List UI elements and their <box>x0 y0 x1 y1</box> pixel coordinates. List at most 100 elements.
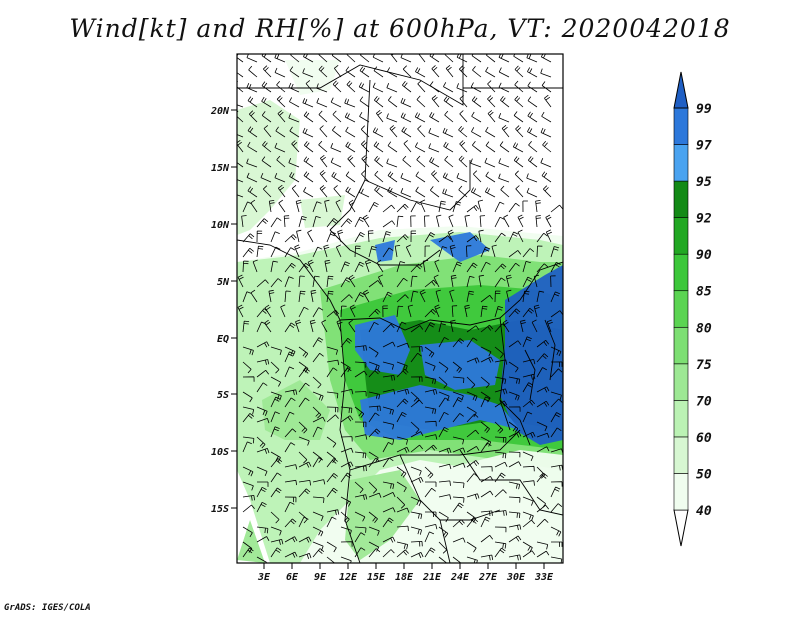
wind-barb <box>447 229 454 243</box>
wind-barb <box>480 510 493 517</box>
wind-barb <box>246 83 258 93</box>
wind-barb <box>354 434 368 440</box>
wind-barb <box>536 518 549 528</box>
wind-barb <box>326 406 339 413</box>
wind-barb <box>415 67 426 78</box>
wind-barb <box>237 179 244 183</box>
lat-tick-label: 15N <box>211 163 230 174</box>
wind-barb <box>340 389 354 395</box>
wind-barb <box>452 413 464 423</box>
wind-barb <box>335 199 342 213</box>
wind-barb <box>536 541 549 550</box>
wind-barb <box>360 125 370 138</box>
wind-barb <box>368 548 381 558</box>
wind-barb <box>494 388 508 395</box>
wind-barb <box>494 510 507 516</box>
wind-barb <box>298 216 307 228</box>
wind-barb <box>419 289 426 303</box>
wind-barb <box>494 201 505 213</box>
wind-barb <box>261 111 272 123</box>
wind-barb <box>288 82 300 93</box>
wind-barb <box>494 526 507 533</box>
wind-barb <box>291 184 300 198</box>
wind-barb <box>326 359 340 366</box>
wind-barb <box>256 406 268 416</box>
wind-barb <box>318 54 328 63</box>
wind-barb <box>284 366 295 378</box>
wind-barb <box>257 481 269 487</box>
wind-barbs <box>237 54 563 563</box>
wind-barb <box>541 111 552 123</box>
wind-barb <box>289 126 300 138</box>
wind-barb <box>410 376 423 382</box>
wind-barb <box>298 361 309 373</box>
wind-barb <box>500 185 510 198</box>
wind-barb <box>274 67 286 78</box>
wind-barb <box>368 526 380 536</box>
lat-tick-label: 20N <box>210 106 230 117</box>
border-line <box>544 319 556 381</box>
colorbar-segment <box>673 473 689 511</box>
wind-barb <box>527 81 538 93</box>
wind-barb <box>452 496 465 503</box>
wind-barb <box>354 547 366 558</box>
wind-barb <box>298 488 311 498</box>
wind-barb <box>284 464 298 470</box>
wind-barb <box>270 539 284 545</box>
wind-barb <box>514 80 524 93</box>
wind-barb <box>358 187 370 198</box>
colorbar-label: 60 <box>696 431 712 446</box>
wind-barb <box>340 337 352 348</box>
wind-barb <box>438 494 452 500</box>
wind-barb <box>424 389 438 395</box>
wind-barb <box>382 421 395 430</box>
wind-barb <box>396 398 409 408</box>
wind-barb <box>536 400 550 408</box>
wind-barb <box>340 496 352 507</box>
wind-barb <box>410 466 422 476</box>
wind-barb <box>531 319 538 333</box>
wind-barb <box>312 337 324 348</box>
wind-barb <box>527 156 538 168</box>
wind-barb <box>499 141 510 153</box>
wind-barb <box>276 155 286 168</box>
wind-barb <box>424 215 430 228</box>
wind-barb <box>252 259 258 273</box>
wind-barb <box>533 304 540 318</box>
wind-barb <box>237 274 244 288</box>
wind-barb <box>387 186 398 198</box>
wind-barb <box>242 504 255 513</box>
wind-barb <box>514 95 524 108</box>
wind-barb <box>494 541 507 549</box>
wind-barb <box>508 461 522 468</box>
wind-barb <box>522 465 535 472</box>
wind-barb <box>396 507 410 513</box>
wind-barb <box>536 504 550 513</box>
wind-barb <box>508 340 522 348</box>
wind-barb <box>256 230 263 243</box>
wind-barb <box>414 142 426 153</box>
wind-barb <box>410 541 423 547</box>
wind-barb <box>382 481 395 490</box>
wind-barb <box>410 496 422 507</box>
wind-barb <box>284 351 295 363</box>
wind-barb <box>522 276 533 288</box>
wind-barb <box>480 346 492 357</box>
wind-barb <box>473 170 482 183</box>
wind-barb <box>452 519 465 528</box>
wind-barb <box>318 140 328 153</box>
wind-barb <box>270 411 280 423</box>
wind-barb <box>494 489 507 498</box>
wind-barb <box>502 319 510 333</box>
wind-barb <box>480 442 492 453</box>
wind-barb <box>368 492 382 498</box>
lon-tick-label: 33E <box>534 572 554 583</box>
wind-barb <box>494 216 505 228</box>
wind-barb <box>312 548 325 558</box>
border-line <box>349 429 521 471</box>
wind-barb <box>550 261 561 273</box>
wind-barb <box>480 534 494 543</box>
wind-barb <box>508 376 521 385</box>
wind-barb <box>340 305 347 318</box>
colorbar-label: 85 <box>696 285 712 300</box>
